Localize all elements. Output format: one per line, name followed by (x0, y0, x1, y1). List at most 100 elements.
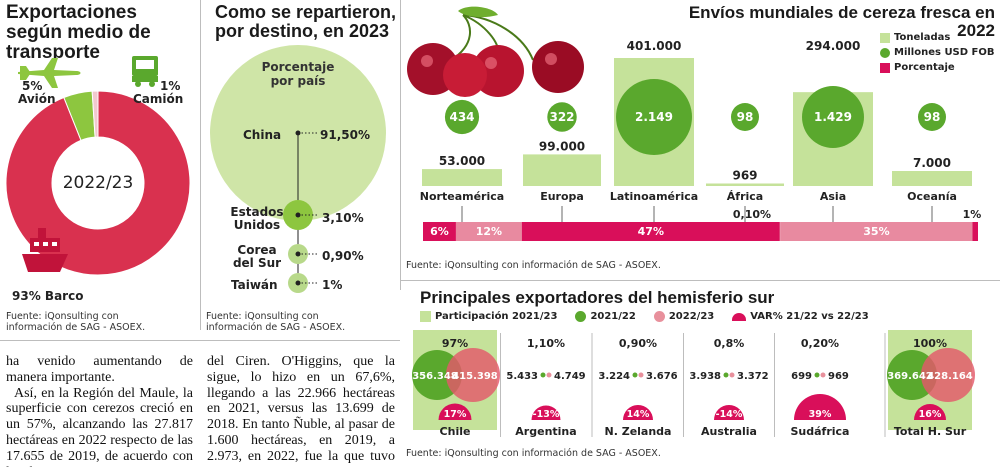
pct-label-0: 6% (430, 225, 449, 238)
exporter-name-2: N. Zelanda (605, 425, 672, 438)
truck-icon (132, 56, 158, 87)
season1-label-5: 369.642 (887, 371, 933, 382)
donut-center-label: 2022/23 (63, 173, 134, 193)
season2-dot-4 (820, 372, 826, 378)
usd-bubble-1 (547, 102, 577, 132)
ship-icon (22, 228, 68, 272)
transport-title: Exportaciones según medio de transporte (6, 2, 151, 63)
corea-label: Corea del Sur (232, 243, 282, 271)
pct-segment-2 (521, 222, 780, 241)
pct-label-5: 1% (963, 208, 982, 221)
region-label-1: Europa (540, 190, 584, 203)
barco-label: 93% Barco (12, 289, 84, 303)
var-label-0: 17% (444, 409, 467, 420)
transport-source: Fuente: iQonsulting con información de S… (6, 311, 146, 334)
season2-label-1: 4.749 (554, 371, 586, 382)
tons-label-5: 7.000 (913, 156, 951, 170)
article-col-2: del Ciren. O'Higgins, que la sigue, lo h… (207, 354, 395, 467)
participation-label-1: 1,10% (527, 337, 565, 350)
tons-bar-1 (523, 154, 601, 186)
exporters-legend: Participación 2021/23 2021/22 2022/23 VA… (420, 311, 869, 322)
season1-label-1: 5.433 (506, 371, 538, 382)
exporter-name-4: Sudáfrica (791, 425, 850, 438)
article-col-1: ha venido aumentando de manera important… (6, 354, 193, 467)
shipments-source: Fuente: iQonsulting con información de S… (406, 260, 661, 271)
region-label-4: Asia (820, 190, 846, 203)
var-semicircle-2 (623, 405, 653, 420)
season1-label-3: 3.938 (689, 371, 721, 382)
taiwan-label: Taiwán (231, 278, 278, 292)
season2-label-4: 969 (828, 371, 849, 382)
participation-label-0: 97% (442, 337, 468, 350)
legend-2022-swatch (653, 311, 665, 322)
svg-text:Porcentaje: Porcentaje (262, 60, 335, 74)
china-label: China (243, 128, 282, 142)
shipments-legend: Toneladas Millones USD FOB Porcentaje (880, 30, 995, 75)
legend-usd-swatch (880, 47, 890, 58)
usd-bubble-5 (918, 103, 946, 131)
season1-label-2: 3.224 (598, 371, 630, 382)
season2-label-0: 415.398 (452, 371, 498, 382)
eeuu-label: Estados Unidos (230, 205, 284, 233)
season1-dot-1 (540, 372, 546, 378)
pct-label-4: 35% (863, 225, 889, 238)
season2-dot-2 (638, 372, 644, 378)
legend-porcentaje-swatch (880, 62, 890, 73)
tons-bar-5 (892, 171, 972, 186)
region-label-2: Latinoamérica (610, 190, 698, 203)
participation-label-2: 0,90% (619, 337, 657, 350)
season2-label-3: 3.372 (737, 371, 769, 382)
pct-label-2: 47% (638, 225, 664, 238)
avion-category-label: Avión (18, 92, 56, 106)
season1-label-4: 699 (791, 371, 812, 382)
legend-participacion-swatch (420, 311, 431, 322)
season2-bubble-5 (921, 348, 975, 402)
season1-dot-3 (723, 372, 729, 378)
usd-label-5: 98 (924, 110, 941, 124)
usd-bubble-4 (802, 86, 864, 148)
season2-dot-3 (729, 372, 735, 378)
usd-bubble-3 (731, 103, 759, 131)
var-label-2: 14% (627, 409, 650, 420)
exporter-name-1: Argentina (515, 425, 576, 438)
season2-label-2: 3.676 (646, 371, 678, 382)
corea-value: 0,90% (322, 249, 364, 263)
transport-donut-chart: 2022/23 (5, 56, 191, 276)
pct-segment-5 (972, 222, 978, 241)
exporters-title: Principales exportadores del hemisferio … (420, 288, 775, 307)
var-semicircle-1 (531, 405, 561, 420)
donut-slice-barco (5, 90, 191, 276)
pct-segment-3 (779, 222, 781, 241)
region-label-3: África (727, 190, 763, 203)
tons-label-0: 53.000 (439, 154, 485, 168)
exporters-source: Fuente: iQonsulting con información de S… (406, 448, 661, 459)
var-semicircle-4 (794, 394, 846, 420)
shipments-bar-chart: 434 322 2.149 98 1.429 98 53.000 Norteamérica 9… (420, 39, 982, 241)
svg-text:por país: por país (271, 74, 326, 88)
region-label-5: Oceanía (907, 190, 957, 203)
tons-label-3: 969 (732, 169, 757, 183)
destination-title: Como se repartieron, por destino, en 202… (215, 2, 397, 41)
usd-label-4: 1.429 (814, 110, 852, 124)
pct-segment-1 (455, 222, 522, 241)
destination-source: Fuente: iQonsulting con información de S… (206, 311, 346, 334)
season2-bubble-0 (446, 348, 500, 402)
camion-value-label: 1% (160, 79, 181, 93)
legend-var-swatch (732, 312, 747, 321)
participation-label-5: 100% (913, 337, 947, 350)
season1-label-0: 356.348 (412, 371, 458, 382)
destination-bubble-chart: Porcentaje por país (210, 45, 386, 293)
tons-bar-0 (422, 169, 502, 186)
participation-label-4: 0,20% (801, 337, 839, 350)
camion-category-label: Camión (133, 92, 184, 106)
usd-bubble-2 (616, 79, 692, 155)
usd-label-0: 434 (449, 110, 474, 124)
var-label-5: 16% (919, 409, 942, 420)
var-semicircle-0 (438, 403, 472, 420)
avion-value-label: 5% (22, 79, 43, 93)
region-label-0: Norteamérica (420, 190, 504, 203)
var-semicircle-5 (914, 404, 946, 420)
exporter-name-5: Total H. Sur (894, 425, 967, 438)
tons-bar-3 (706, 183, 784, 186)
